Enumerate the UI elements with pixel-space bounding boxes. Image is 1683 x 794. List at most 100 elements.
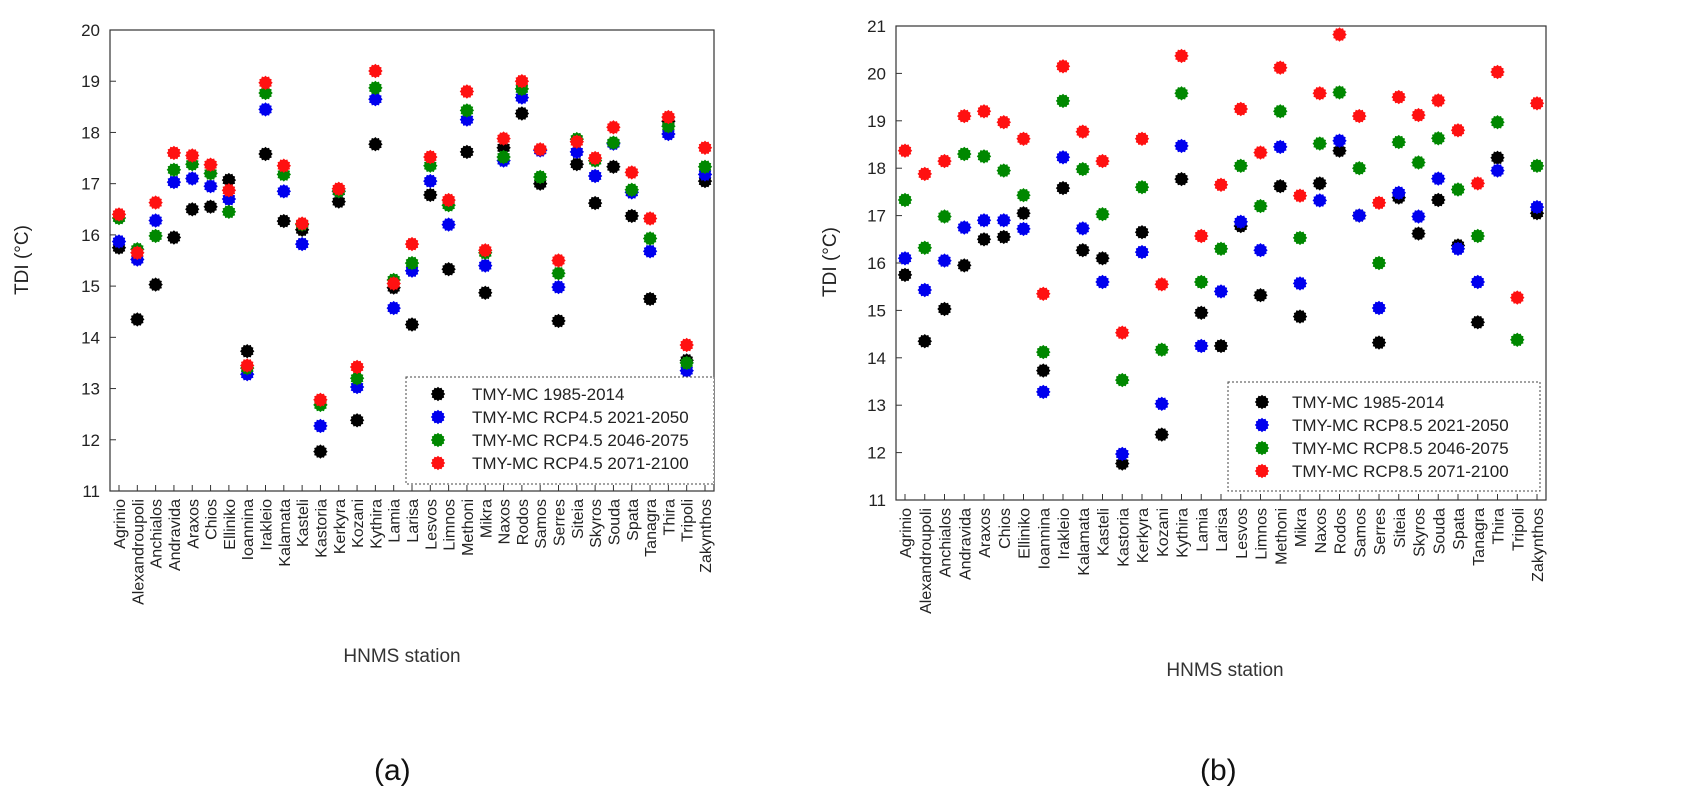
data-point (166, 162, 182, 177)
data-point (459, 144, 475, 160)
data-point (976, 232, 992, 247)
legend-marker (1254, 417, 1270, 433)
data-point (1154, 342, 1169, 357)
data-point (1391, 89, 1406, 105)
data-point (1490, 64, 1505, 80)
data-point (514, 106, 530, 121)
y-tick-label: 15 (867, 301, 886, 320)
data-point (1332, 27, 1347, 42)
data-point (1016, 131, 1031, 146)
data-point (258, 102, 273, 117)
data-point (1391, 134, 1406, 150)
x-tick-label: Ioannina (240, 499, 257, 560)
data-point (441, 217, 456, 232)
y-tick-label: 11 (868, 491, 886, 510)
x-tick-label: Kalamata (277, 499, 294, 567)
x-tick-label: Kastoria (313, 499, 330, 558)
data-point (496, 131, 511, 146)
data-point (551, 253, 566, 268)
data-point (1273, 139, 1288, 155)
legend-marker (430, 386, 446, 402)
data-point (1115, 372, 1130, 388)
x-tick-label: Kozani (1155, 508, 1172, 557)
data-point (148, 277, 163, 292)
x-tick-label: Alexandroupoli (918, 508, 935, 614)
x-tick-label: Irakleio (259, 499, 276, 551)
data-point (1154, 277, 1169, 292)
data-point (679, 337, 694, 353)
data-point (1292, 309, 1308, 324)
data-point (551, 313, 566, 329)
data-point (897, 143, 913, 158)
data-point (1233, 214, 1248, 229)
x-tick-label: Mikra (1293, 508, 1310, 547)
data-point (1371, 195, 1387, 210)
legend-box (405, 376, 715, 485)
data-point (917, 166, 932, 182)
x-tick-label: Alexandroupoli (130, 499, 147, 605)
data-point (587, 168, 603, 184)
x-tick-label: Tripoli (680, 499, 697, 542)
data-point (937, 253, 952, 268)
data-point (313, 418, 328, 434)
data-point (478, 243, 493, 258)
data-point (569, 144, 584, 160)
x-tick-label: Anchialos (149, 499, 166, 568)
x-tick-label: Samos (533, 499, 550, 549)
data-point (1292, 188, 1308, 203)
data-point (642, 211, 658, 226)
x-tick-label: Samos (1352, 508, 1369, 558)
chart-panel-b: 11 12 13 14 15 16 17 18 19 20 21 Agrinio Alexandroup… (820, 17, 1547, 787)
data-point (1154, 427, 1169, 442)
data-point (1253, 145, 1268, 160)
x-tick-label: Zakynthos (1530, 508, 1547, 582)
data-point (1411, 226, 1426, 241)
x-tick-label: Thira (1491, 508, 1508, 545)
data-point (349, 359, 365, 375)
data-point (276, 184, 291, 199)
x-tick-label: Spata (1451, 508, 1468, 550)
x-tick-label: Rodos (1333, 508, 1350, 554)
data-point (1411, 155, 1426, 170)
data-point (1075, 124, 1090, 139)
x-axis-title: HNMS station (343, 646, 460, 667)
x-tick-label: Siteia (1392, 508, 1409, 548)
data-point (551, 266, 566, 281)
data-point (533, 142, 548, 157)
data-point (897, 251, 913, 266)
data-point (313, 392, 328, 407)
data-point (897, 192, 913, 208)
y-tick-label: 19 (81, 72, 100, 91)
data-point (1055, 150, 1071, 165)
data-point (258, 75, 273, 90)
data-point (1510, 332, 1525, 347)
data-point (368, 137, 383, 152)
x-tick-label: Skyros (588, 499, 605, 548)
data-point (1529, 158, 1545, 173)
data-point (1194, 228, 1209, 244)
x-tick-label: Skyros (1412, 508, 1429, 557)
data-point (386, 300, 401, 316)
data-point (1036, 384, 1051, 400)
data-point (1371, 255, 1387, 271)
data-point (1273, 179, 1288, 194)
panel-label: (b) (1200, 754, 1237, 787)
data-point (642, 291, 658, 307)
data-point (937, 153, 952, 169)
y-tick-label: 15 (81, 277, 100, 296)
data-point (1016, 221, 1031, 237)
y-tick-label: 21 (867, 17, 886, 36)
data-point (1352, 161, 1367, 176)
data-point (349, 371, 365, 386)
x-tick-label: Tripoli (1510, 508, 1527, 551)
data-point (1174, 86, 1189, 101)
data-point (917, 282, 932, 298)
legend-entry: TMY-MC RCP8.5 2071-2100 (1292, 462, 1509, 481)
data-point (111, 207, 127, 222)
data-point (697, 140, 713, 155)
data-point (1490, 115, 1505, 130)
data-point (1095, 251, 1110, 266)
x-tick-label: Serres (1372, 508, 1389, 555)
legend-marker (1254, 440, 1270, 456)
data-point (1510, 290, 1525, 305)
